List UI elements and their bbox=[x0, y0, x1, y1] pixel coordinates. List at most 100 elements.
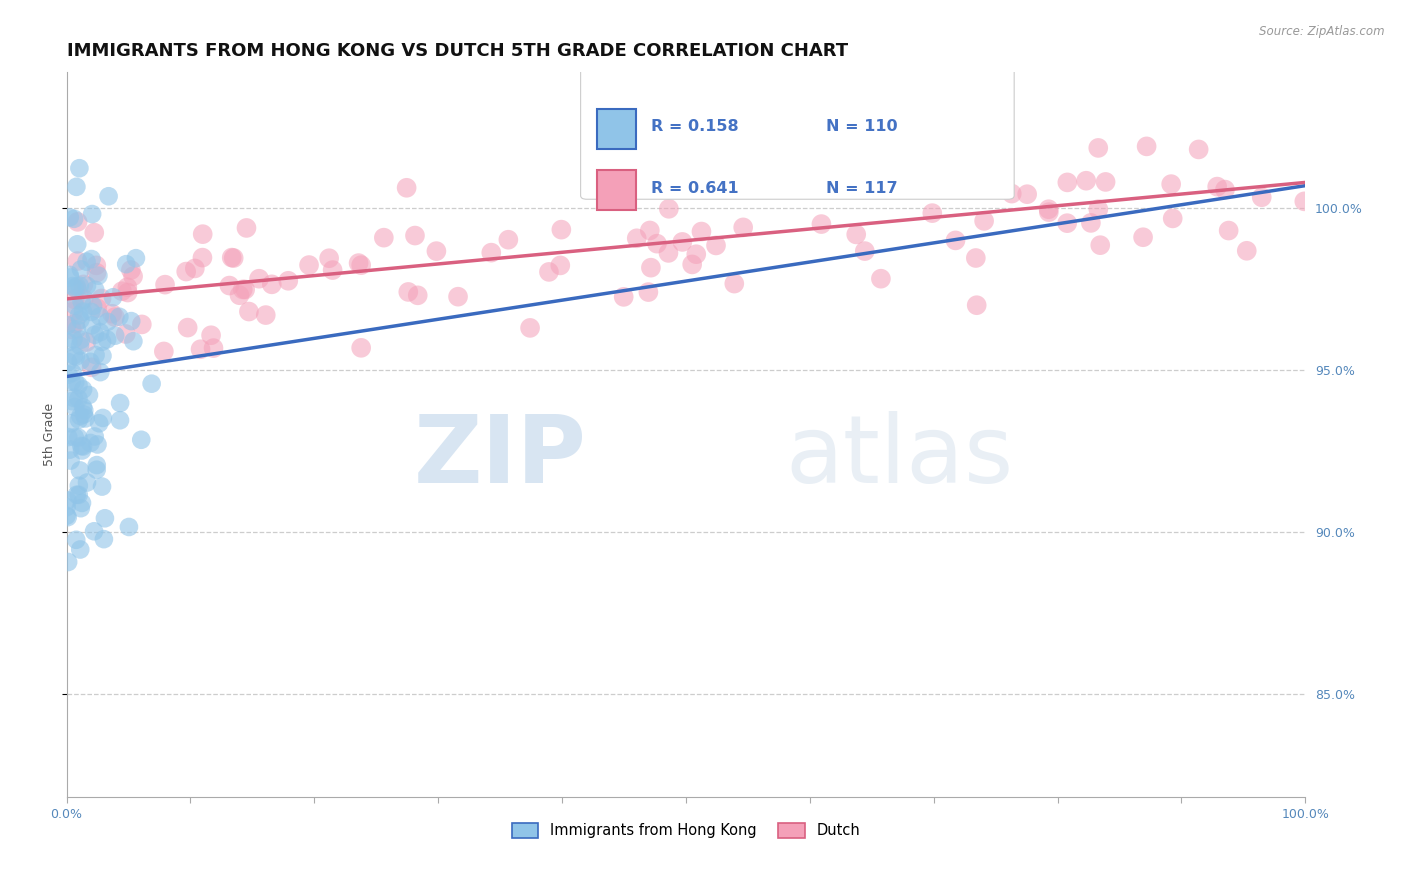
Point bbox=[55, 500, 77, 514]
Point bbox=[125, 251, 148, 265]
Point bbox=[153, 277, 176, 292]
Point bbox=[69, 542, 91, 557]
Point bbox=[235, 221, 257, 235]
Point bbox=[1160, 177, 1182, 191]
Point bbox=[59, 211, 82, 225]
Point bbox=[298, 258, 321, 272]
FancyBboxPatch shape bbox=[596, 109, 637, 148]
Point bbox=[404, 228, 426, 243]
Point bbox=[122, 334, 145, 349]
Point bbox=[141, 376, 163, 391]
Point bbox=[58, 430, 80, 444]
Point bbox=[76, 278, 98, 293]
Point bbox=[72, 383, 94, 397]
Point bbox=[1250, 190, 1272, 204]
Point bbox=[69, 338, 91, 352]
Point bbox=[58, 335, 80, 350]
Point bbox=[810, 217, 832, 231]
Point bbox=[657, 246, 679, 260]
Point bbox=[80, 360, 103, 375]
Point bbox=[537, 265, 560, 279]
Point bbox=[120, 263, 142, 277]
Point bbox=[519, 321, 541, 335]
Point bbox=[62, 304, 84, 318]
Point bbox=[79, 355, 101, 369]
Point bbox=[232, 282, 254, 296]
Point bbox=[67, 392, 90, 406]
Point bbox=[973, 130, 995, 145]
Point bbox=[1056, 216, 1078, 230]
Point bbox=[89, 310, 111, 324]
Point bbox=[91, 479, 114, 493]
Point bbox=[91, 411, 114, 425]
Point bbox=[60, 375, 83, 389]
Point bbox=[65, 281, 87, 295]
Point bbox=[1087, 141, 1109, 155]
Point bbox=[66, 322, 89, 336]
Point bbox=[63, 293, 86, 307]
Point bbox=[91, 349, 114, 363]
Point bbox=[108, 396, 131, 410]
Point bbox=[83, 524, 105, 539]
Point bbox=[56, 510, 79, 524]
Point bbox=[637, 285, 659, 299]
Point bbox=[118, 520, 141, 534]
Text: atlas: atlas bbox=[785, 410, 1014, 502]
Point bbox=[1206, 179, 1229, 194]
Point bbox=[80, 318, 103, 333]
Point bbox=[704, 238, 727, 252]
Point bbox=[254, 308, 277, 322]
Point bbox=[247, 271, 270, 285]
Point bbox=[191, 251, 214, 265]
Point bbox=[70, 443, 93, 458]
Point bbox=[101, 290, 124, 304]
Point bbox=[86, 437, 108, 451]
Point bbox=[62, 332, 84, 346]
Point bbox=[350, 341, 373, 355]
Point bbox=[73, 408, 96, 422]
Point bbox=[89, 325, 111, 339]
Point bbox=[1213, 183, 1236, 197]
Point bbox=[396, 285, 419, 299]
Point bbox=[191, 227, 214, 242]
Point bbox=[681, 257, 703, 271]
Point bbox=[479, 245, 502, 260]
Point bbox=[65, 317, 87, 331]
Point bbox=[104, 328, 127, 343]
Point bbox=[75, 411, 97, 425]
Point bbox=[60, 394, 83, 409]
Point bbox=[69, 313, 91, 327]
Point bbox=[723, 277, 745, 291]
Point bbox=[77, 388, 100, 402]
Point bbox=[62, 349, 84, 363]
Point bbox=[82, 207, 104, 221]
Point bbox=[108, 413, 131, 427]
Point bbox=[87, 268, 110, 283]
Point bbox=[69, 501, 91, 516]
Point bbox=[59, 453, 82, 467]
Point bbox=[72, 401, 94, 415]
Point bbox=[1076, 174, 1098, 188]
Point bbox=[176, 320, 198, 334]
Point bbox=[613, 290, 636, 304]
Point bbox=[685, 247, 707, 261]
Point bbox=[86, 266, 108, 280]
Point bbox=[62, 391, 84, 405]
Point bbox=[638, 223, 661, 237]
Point bbox=[67, 309, 90, 323]
Point bbox=[66, 279, 89, 293]
Point bbox=[63, 211, 86, 226]
Point bbox=[108, 310, 131, 324]
Point bbox=[69, 278, 91, 293]
Point bbox=[190, 343, 212, 357]
Point bbox=[117, 285, 139, 300]
Point bbox=[65, 376, 87, 390]
Point bbox=[86, 301, 108, 315]
Point bbox=[104, 310, 127, 324]
Point bbox=[56, 318, 79, 332]
Point bbox=[66, 215, 89, 229]
Point bbox=[69, 409, 91, 423]
Point bbox=[233, 283, 256, 297]
Point bbox=[80, 252, 103, 266]
Point bbox=[72, 440, 94, 454]
